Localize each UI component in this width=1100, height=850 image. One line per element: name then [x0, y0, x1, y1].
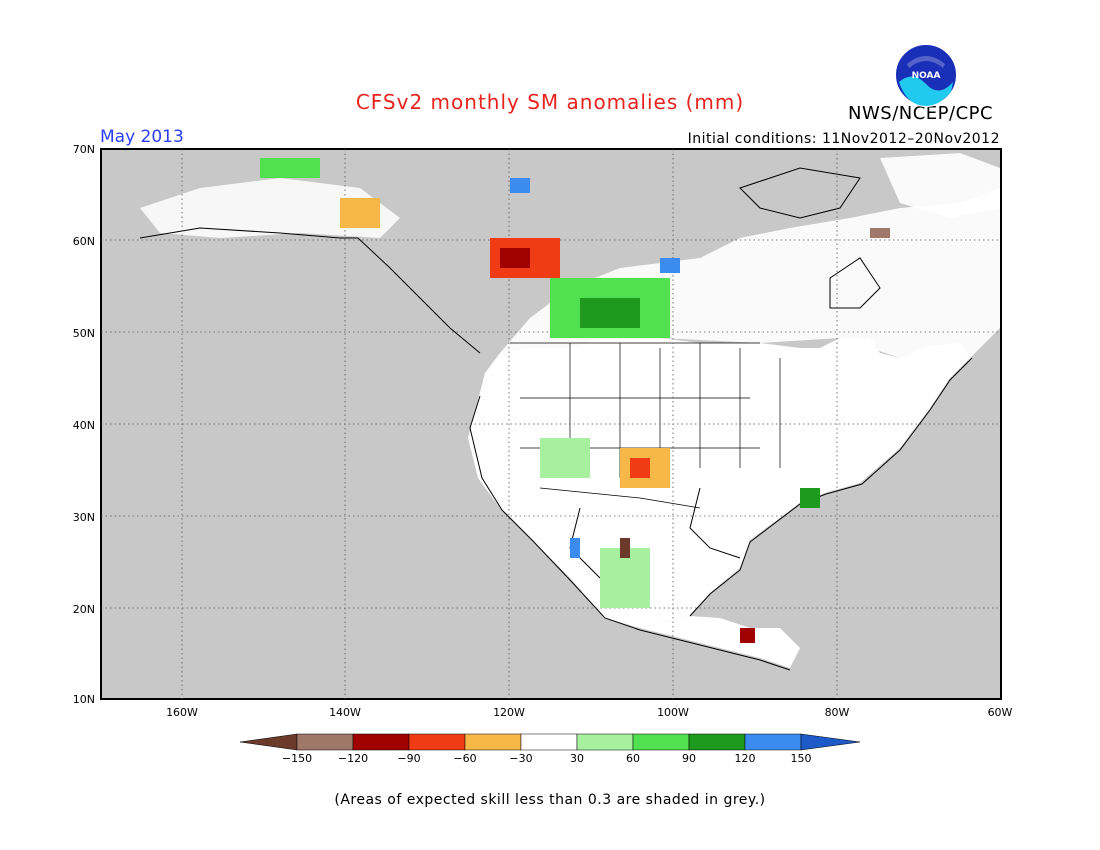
initial-conditions: Initial conditions: 11Nov2012–20Nov2012 [687, 131, 1000, 147]
coastlines [139, 167, 973, 671]
noaa-logo-text: NOAA [912, 71, 941, 81]
anomaly-cell [340, 198, 380, 228]
colorbar-swatch [688, 733, 746, 751]
lon-label: 60W [987, 706, 1013, 719]
colorbar-swatch [520, 733, 578, 751]
colorbar-label: −90 [397, 752, 421, 765]
colorbar-label: 90 [682, 752, 696, 765]
land-greenland-patch [880, 153, 1000, 218]
colorbar-swatch [632, 733, 690, 751]
lon-label: 120W [493, 706, 525, 719]
colorbar-label: 150 [790, 752, 812, 765]
lat-label: 10N [72, 693, 95, 706]
colorbar-swatch [744, 733, 802, 751]
colorbar-label: 120 [734, 752, 756, 765]
anomaly-cell [540, 438, 590, 478]
map-panel [100, 148, 1002, 700]
map-title: CFSv2 monthly SM anomalies (mm) [355, 90, 745, 114]
colorbar [240, 733, 861, 751]
lat-label: 70N [72, 143, 95, 156]
anomaly-cell [260, 158, 320, 178]
lat-label: 30N [72, 511, 95, 524]
colorbar-label: −60 [453, 752, 477, 765]
colorbar-label: −30 [509, 752, 533, 765]
noaa-logo: NOAA [894, 43, 958, 107]
forecast-month: May 2013 [100, 127, 184, 147]
colorbar-label: 30 [570, 752, 584, 765]
colorbar-swatch [464, 733, 522, 751]
colorbar-swatch [352, 733, 410, 751]
colorbar-left-arrow [240, 733, 298, 751]
anomaly-cell [570, 538, 580, 558]
lat-label: 40N [72, 419, 95, 432]
anomaly-cell [500, 248, 530, 268]
lon-label: 80W [824, 706, 850, 719]
land-central-america [640, 616, 800, 668]
anomaly-cell [630, 458, 650, 478]
land-alaska-patch [140, 178, 400, 238]
colorbar-right-arrow [800, 733, 861, 751]
colorbar-label: 60 [626, 752, 640, 765]
colorbar-label: −120 [337, 752, 369, 765]
anomaly-cell [740, 628, 755, 643]
anomaly-cell [870, 228, 890, 238]
anomaly-cell [660, 258, 680, 273]
lon-label: 100W [657, 706, 689, 719]
colorbar-swatch [408, 733, 466, 751]
anomaly-cell [620, 538, 630, 558]
lat-label: 60N [72, 235, 95, 248]
anomaly-cells [260, 158, 890, 643]
colorbar-swatch [576, 733, 634, 751]
skill-note: (Areas of expected skill less than 0.3 a… [334, 792, 766, 808]
lon-label: 140W [329, 706, 361, 719]
agency-label: NWS/NCEP/CPC [848, 103, 994, 124]
lon-label: 160W [166, 706, 198, 719]
land-conus-mexico [468, 338, 970, 628]
anomaly-cell [580, 298, 640, 328]
colorbar-swatch [296, 733, 354, 751]
anomaly-cell [800, 488, 820, 508]
lat-label: 20N [72, 603, 95, 616]
anomaly-cell [510, 178, 530, 193]
colorbar-label: −150 [281, 752, 313, 765]
lat-label: 50N [72, 327, 95, 340]
